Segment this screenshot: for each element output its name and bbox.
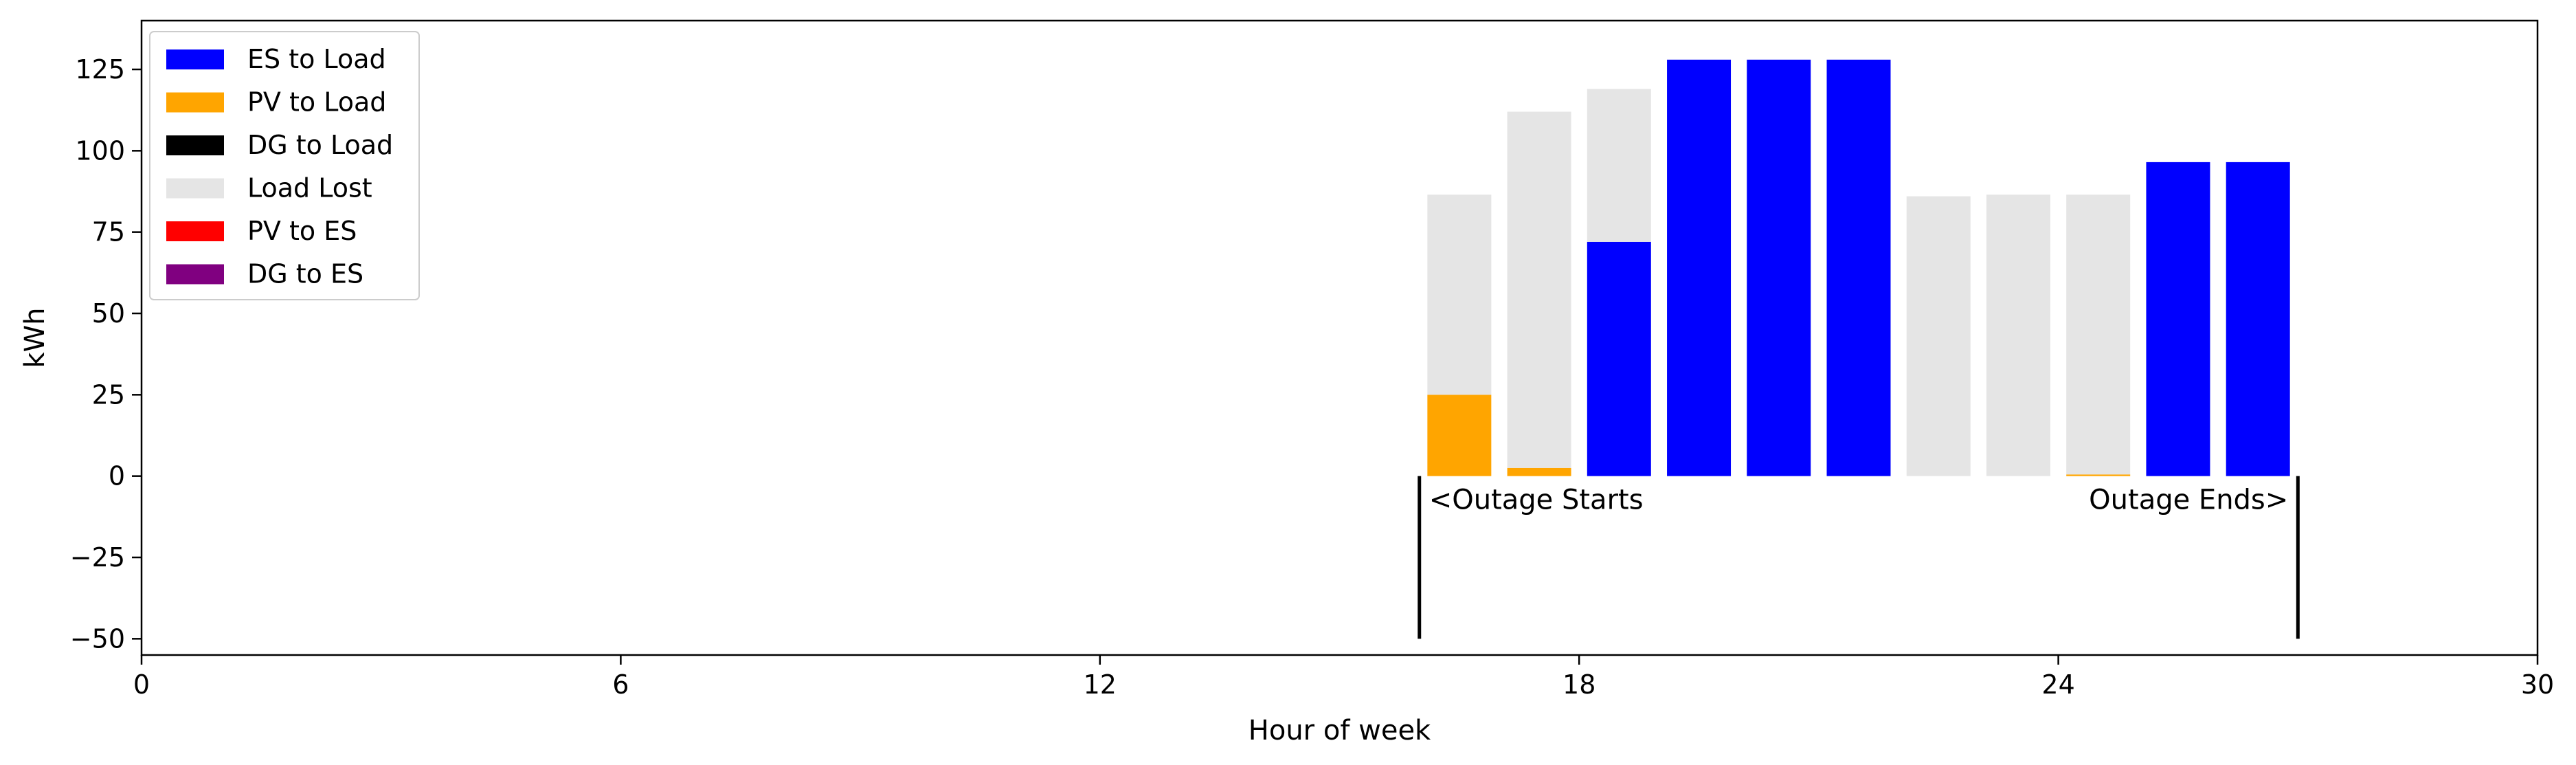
y-tick-label-4: 50 — [92, 298, 125, 329]
y-tick-label-6: 100 — [75, 135, 125, 166]
x-tick-label-0: 0 — [133, 669, 150, 700]
y-tick-label-0: −50 — [70, 623, 125, 654]
legend-label-3: Load Lost — [247, 173, 372, 203]
bars-layer — [1427, 59, 2290, 476]
bar-1-1 — [1507, 467, 1571, 476]
legend-label-0: ES to Load — [247, 44, 386, 74]
legend-label-4: PV to ES — [247, 216, 357, 246]
x-tick-label-3: 18 — [1563, 669, 1595, 700]
annotations-layer: <Outage Starts Outage Ends> — [1418, 476, 2300, 639]
legend: ES to Load PV to Load DG to Load Load Lost P… — [149, 31, 420, 300]
bar-3-6 — [1906, 196, 1971, 476]
y-tick-label-1: −25 — [70, 542, 125, 573]
y-axis: −50 −25 0 25 50 75 100 125 — [70, 54, 142, 654]
x-tick-label-2: 12 — [1084, 669, 1117, 700]
plot-frame — [140, 19, 2539, 656]
bar-3-8 — [2066, 195, 2131, 475]
bar-3-0 — [1427, 195, 1492, 395]
annotation-1: Outage Ends> — [2089, 485, 2288, 516]
x-tick-label-5: 30 — [2521, 669, 2554, 700]
bar-0-4 — [1747, 59, 1811, 476]
bar-3-2 — [1587, 89, 1651, 242]
x-tick-label-4: 24 — [2041, 669, 2074, 700]
x-axis-label: Hour of week — [1248, 715, 1431, 746]
bar-0-5 — [1826, 59, 1891, 476]
y-tick-label-2: 0 — [109, 461, 125, 491]
legend-swatch-2 — [166, 135, 224, 155]
bar-3-1 — [1507, 111, 1571, 468]
legend-swatch-5 — [166, 264, 224, 285]
legend-swatch-1 — [166, 92, 224, 113]
y-tick-label-5: 75 — [92, 217, 125, 247]
y-axis-label: kWh — [19, 307, 51, 368]
legend-swatch-4 — [166, 221, 224, 241]
legend-label-1: PV to Load — [247, 87, 386, 118]
y-tick-label-3: 25 — [92, 379, 125, 410]
bar-0-10 — [2226, 162, 2290, 476]
x-axis: 0 6 12 18 24 30 — [133, 655, 2554, 700]
bar-0-3 — [1667, 59, 1732, 476]
bar-3-7 — [1986, 195, 2050, 476]
bar-0-2 — [1587, 241, 1651, 476]
legend-label-2: DG to Load — [247, 130, 393, 160]
legend-swatch-3 — [166, 178, 224, 199]
legend-swatch-0 — [166, 49, 224, 69]
bar-0-9 — [2146, 162, 2210, 476]
y-tick-label-7: 125 — [75, 54, 125, 85]
bar-1-0 — [1427, 395, 1492, 476]
annotation-0: <Outage Starts — [1429, 485, 1644, 516]
legend-label-5: DG to ES — [247, 259, 363, 289]
x-tick-label-1: 6 — [612, 669, 629, 700]
bar-1-8 — [2066, 474, 2131, 476]
